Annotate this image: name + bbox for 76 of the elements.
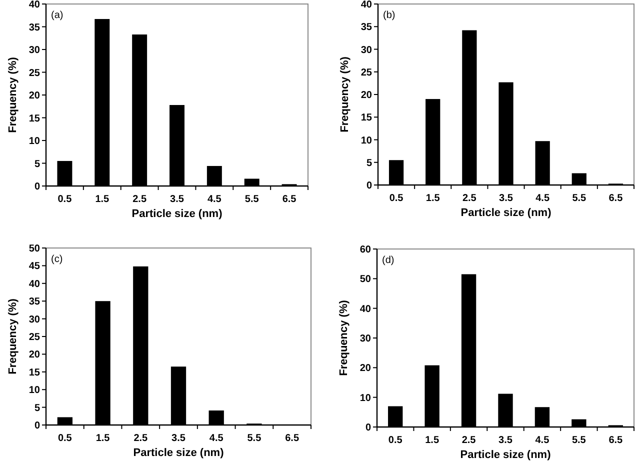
y-tick-label: 5 xyxy=(34,402,40,414)
y-tick-label: 35 xyxy=(360,22,372,34)
y-tick-label: 10 xyxy=(360,392,372,404)
x-tick-label: 1.5 xyxy=(95,194,110,205)
x-tick-label: 4.5 xyxy=(209,433,224,444)
x-tick-label: 5.5 xyxy=(244,194,260,205)
x-tick-label: 2.5 xyxy=(134,433,148,444)
y-axis-title: Frequency (%) xyxy=(338,300,350,376)
x-tick-label: 2.5 xyxy=(462,193,477,204)
y-tick-label: 40 xyxy=(28,0,40,10)
x-tick-label: 0.5 xyxy=(389,193,404,204)
y-tick-label: 10 xyxy=(360,135,372,146)
y-tick-label: 50 xyxy=(28,244,40,254)
x-tick-label: 4.5 xyxy=(207,194,222,205)
y-tick-label: 20 xyxy=(28,90,40,102)
y-tick-label: 40 xyxy=(360,304,372,315)
x-tick-label: 6.5 xyxy=(285,433,300,444)
y-tick-label: 25 xyxy=(360,67,372,78)
y-tick-label: 35 xyxy=(28,22,40,34)
annotation: (a) xyxy=(51,10,64,21)
x-axis-title: Particle size (nm) xyxy=(460,449,552,461)
y-tick-label: 0 xyxy=(34,420,40,432)
x-tick-label: 0.5 xyxy=(388,435,403,446)
y-tick-label: 20 xyxy=(360,363,372,374)
y-tick-label: 15 xyxy=(28,113,40,124)
x-tick-label: 5.5 xyxy=(572,435,586,446)
y-tick-label: 20 xyxy=(360,90,372,101)
y-tick-label: 30 xyxy=(360,334,372,344)
x-tick-label: 4.5 xyxy=(535,435,550,446)
y-tick-label: 30 xyxy=(28,45,40,56)
x-tick-label: 0.5 xyxy=(58,433,72,444)
y-tick-label: 15 xyxy=(28,367,40,378)
x-tick-label: 5.5 xyxy=(572,193,587,204)
y-tick-label: 40 xyxy=(360,0,372,10)
annotation: (c) xyxy=(51,254,63,265)
x-tick-label: 1.5 xyxy=(425,435,440,446)
y-tick-label: 60 xyxy=(360,244,372,256)
x-tick-label: 1.5 xyxy=(426,193,440,204)
x-tick-label: 6.5 xyxy=(608,193,624,204)
y-tick-label: 35 xyxy=(28,296,40,308)
x-tick-label: 6.5 xyxy=(282,194,297,205)
x-tick-label: 3.5 xyxy=(499,193,514,204)
y-axis-title: Frequency (%) xyxy=(7,298,19,374)
y-tick-label: 25 xyxy=(28,332,40,343)
y-tick-label: 0 xyxy=(34,182,40,192)
y-tick-label: 50 xyxy=(360,274,372,286)
y-tick-label: 25 xyxy=(28,68,40,79)
x-axis-title: Particle size (nm) xyxy=(132,208,223,220)
y-tick-label: 30 xyxy=(360,44,372,56)
y-tick-label: 0 xyxy=(365,422,372,434)
y-axis-title: Frequency (%) xyxy=(339,56,351,132)
x-tick-label: 5.5 xyxy=(247,433,262,444)
y-tick-label: 45 xyxy=(28,261,40,272)
x-tick-label: 0.5 xyxy=(58,194,72,205)
x-tick-label: 2.5 xyxy=(132,194,147,205)
x-axis-title: Particle size (nm) xyxy=(133,447,224,459)
y-tick-label: 10 xyxy=(28,136,40,147)
x-tick-label: 3.5 xyxy=(170,194,184,205)
y-axis-title: Frequency (%) xyxy=(7,56,19,133)
y-tick-label: 10 xyxy=(28,385,40,396)
x-tick-label: 3.5 xyxy=(498,435,513,446)
x-tick-label: 1.5 xyxy=(96,433,110,444)
y-tick-label: 20 xyxy=(28,350,40,361)
y-tick-label: 40 xyxy=(28,278,40,290)
y-tick-label: 15 xyxy=(360,112,372,124)
x-tick-label: 2.5 xyxy=(462,435,476,446)
annotation: (b) xyxy=(383,10,396,21)
y-tick-label: 5 xyxy=(366,158,372,169)
x-tick-label: 6.5 xyxy=(608,435,624,446)
x-tick-label: 3.5 xyxy=(172,433,186,444)
x-axis-title: Particle size (nm) xyxy=(460,207,552,219)
y-tick-label: 5 xyxy=(34,158,40,170)
y-tick-label: 0 xyxy=(366,180,372,192)
y-tick-label: 30 xyxy=(28,314,40,326)
annotation: (d) xyxy=(382,255,394,266)
x-tick-label: 4.5 xyxy=(536,193,550,204)
